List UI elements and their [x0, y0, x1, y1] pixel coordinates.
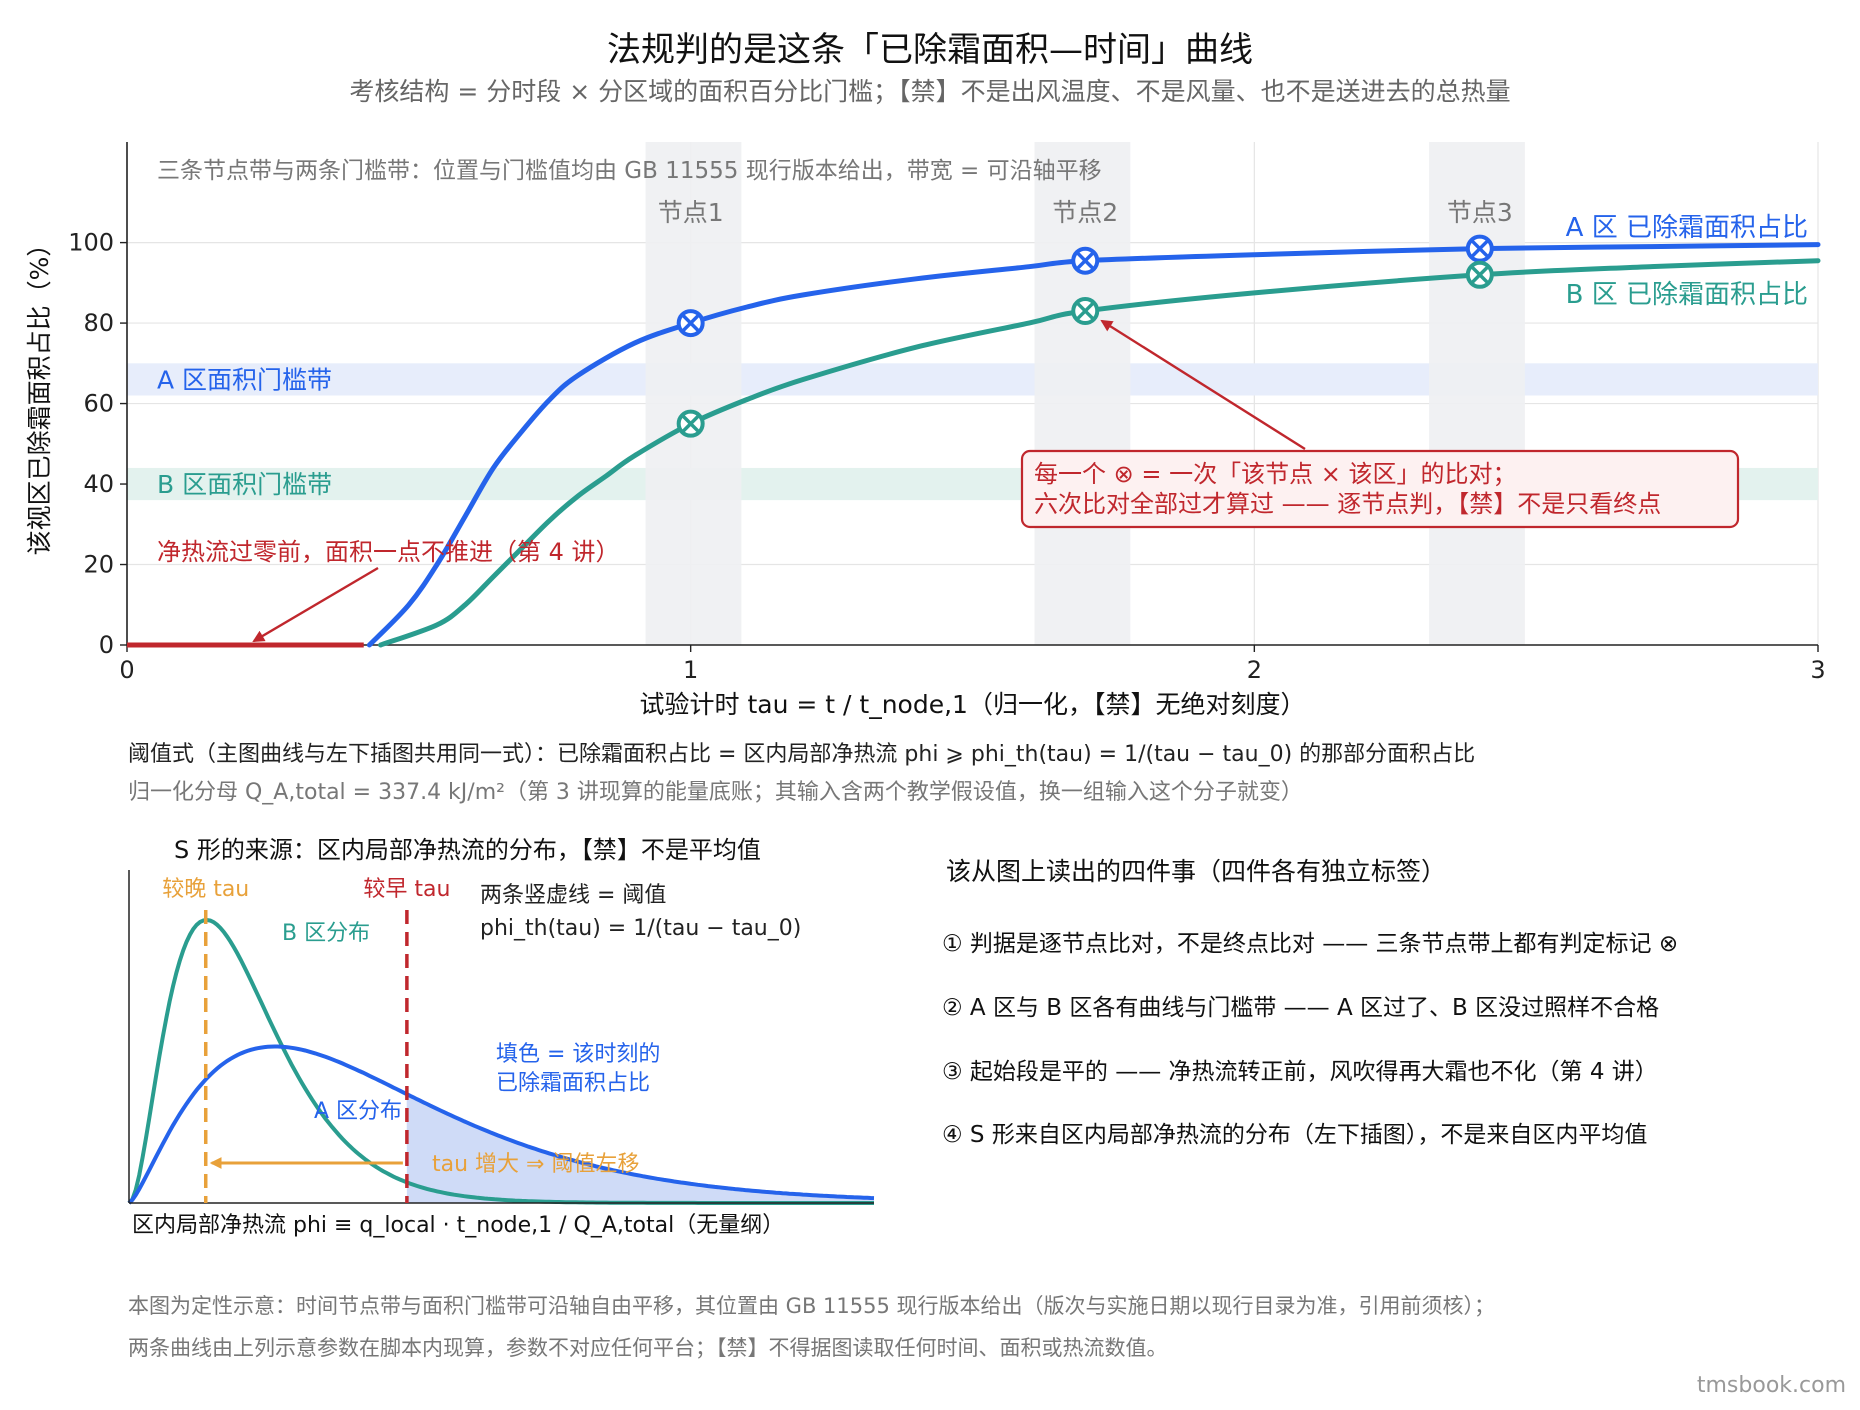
check-marker-4 [1071, 297, 1100, 326]
callout-line-2: 六次比对全部过才算过 —— 逐节点判，【禁】不是只看终点 [1034, 490, 1661, 518]
node-band-2 [1429, 142, 1525, 645]
page-title: 法规判的是这条「已除霜面积—时间」曲线 [607, 30, 1253, 70]
series-label-0: A 区 已除霜面积占比 [1566, 213, 1808, 243]
y-tick-label-2: 40 [83, 470, 114, 498]
inset-fill-label-2: 已除霜面积占比 [496, 1071, 650, 1096]
chart-note: 三条节点带与两条门槛带：位置与门槛值均由 GB 11555 现行版本给出，带宽 … [157, 158, 1102, 184]
callout-arrow [1100, 319, 1306, 451]
series-line-0 [366, 242, 1821, 648]
node-band-0 [645, 142, 742, 645]
takeaways-title: 该从图上读出的四件事（四件各有独立标签） [946, 857, 1447, 886]
inset-early-label: 较早 tau [363, 877, 450, 902]
y-tick-label-3: 60 [83, 390, 114, 418]
series-line-1 [378, 258, 1821, 648]
x-tick-label-2: 2 [1247, 656, 1262, 684]
node-band-label-2: 节点3 [1447, 198, 1513, 227]
inset-arrow-label: tau 增大 ⇒ 阈值左移 [432, 1152, 639, 1177]
callout-line-1: 每一个 ⊗ = 一次「该节点 × 该区」的比对； [1034, 460, 1516, 488]
x-tick-label-1: 1 [683, 656, 698, 684]
takeaway-item-1: ① 判据是逐节点比对，不是终点比对 —— 三条节点带上都有判定标记 ⊗ [942, 931, 1679, 957]
check-marker-5 [1465, 260, 1494, 289]
flat-annotation: 净热流过零前，面积一点不推进（第 4 讲） [157, 538, 620, 566]
footnote-line-1: 本图为定性示意：时间节点带与面积门槛带可沿轴自由平移，其位置由 GB 11555… [128, 1294, 1496, 1318]
threshold-band-label-1: B 区面积门槛带 [157, 470, 332, 499]
inset-x-axis-label: 区内局部净热流 phi ≡ q_local · t_node,1 / Q_A,t… [132, 1213, 784, 1238]
takeaway-item-3: ③ 起始段是平的 —— 净热流转正前，风吹得再大霜也不化（第 4 讲） [942, 1059, 1658, 1085]
takeaway-item-4: ④ S 形来自区内局部净热流的分布（左下插图），不是来自区内平均值 [942, 1122, 1648, 1148]
node-band-label-0: 节点1 [658, 198, 724, 227]
check-marker-1 [1071, 246, 1100, 275]
inset-fill-area [406, 1094, 874, 1203]
check-marker-0 [676, 309, 705, 338]
footnote-line-2: 两条曲线由上列示意参数在脚本内现算，参数不对应任何平台；【禁】不得据图读取任何时… [128, 1336, 1168, 1360]
inset-threshold-note-1: 两条竖虚线 = 阈值 [480, 883, 666, 908]
y-tick-label-0: 0 [99, 631, 114, 659]
formula-line-2: 归一化分母 Q_A,total = 337.4 kJ/m²（第 3 讲现算的能量… [128, 780, 1303, 805]
inset-title: S 形的来源：区内局部净热流的分布，【禁】不是平均值 [174, 836, 761, 864]
inset-series-line-1 [127, 1044, 875, 1205]
watermark: tmsbook.com [1696, 1373, 1846, 1398]
check-marker-cross-b-2 [1471, 239, 1489, 258]
x-tick-label-0: 0 [119, 656, 134, 684]
takeaway-item-2: ② A 区与 B 区各有曲线与门槛带 —— A 区过了、B 区没过照样不合格 [942, 995, 1660, 1021]
node-band-1 [1034, 142, 1131, 645]
formula-line-1: 阈值式（主图曲线与左下插图共用同一式）：已除霜面积占比 = 区内局部净热流 ph… [128, 742, 1476, 767]
y-axis-label: 该视区已除霜面积占比（%） [25, 232, 54, 556]
inset-series-label-0: B 区分布 [282, 921, 370, 946]
inset-fill-label-1: 填色 = 该时刻的 [496, 1042, 660, 1067]
check-marker-cross-b-3 [681, 415, 700, 433]
node-band-label-1: 节点2 [1052, 198, 1118, 227]
x-tick-label-3: 3 [1810, 656, 1825, 684]
series-label-1: B 区 已除霜面积占比 [1566, 280, 1808, 310]
check-marker-cross-b-1 [1076, 252, 1094, 270]
check-marker-cross-b-5 [1471, 266, 1489, 284]
x-axis-label: 试验计时 tau = t / t_node,1（归一化，【禁】无绝对刻度） [640, 690, 1306, 719]
threshold-band-label-0: A 区面积门槛带 [157, 365, 332, 394]
y-tick-label-1: 20 [83, 551, 114, 579]
inset-threshold-note-2: phi_th(tau) = 1/(tau − tau_0) [480, 916, 801, 941]
inset-series-label-1: A 区分布 [314, 1099, 402, 1124]
y-tick-label-4: 80 [83, 309, 114, 337]
inset-late-label: 较晚 tau [162, 877, 249, 902]
y-tick-label-5: 100 [68, 229, 114, 257]
check-marker-cross-b-4 [1076, 302, 1094, 320]
check-marker-cross-b-0 [681, 314, 700, 332]
page-subtitle: 考核结构 = 分时段 × 分区域的面积百分比门槛；【禁】不是出风温度、不是风量、… [349, 77, 1511, 106]
check-marker-3 [676, 409, 705, 438]
callout-box [1020, 449, 1740, 529]
check-marker-2 [1465, 234, 1494, 263]
flat-annotation-arrow [252, 566, 379, 643]
threshold-band-0 [127, 363, 1818, 396]
